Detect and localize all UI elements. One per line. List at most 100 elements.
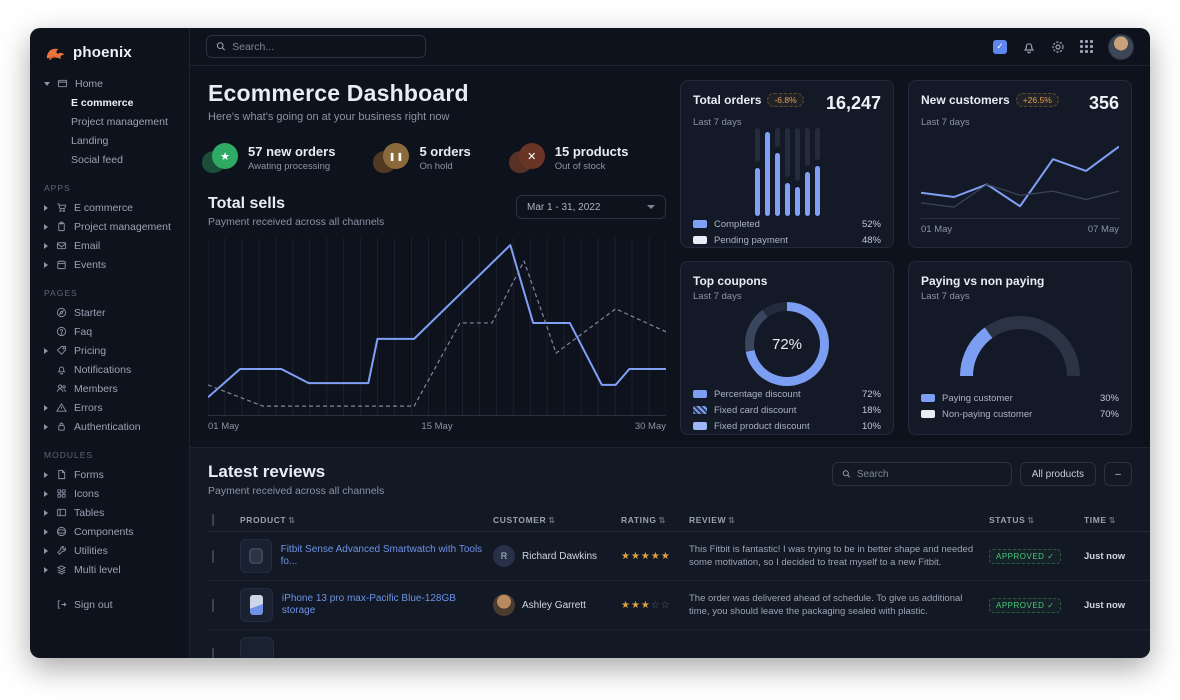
sidebar-item-icons[interactable]: Icons xyxy=(30,484,189,503)
card-title: Top coupons xyxy=(693,274,768,288)
sidebar-item-utilities[interactable]: Utilities xyxy=(30,541,189,560)
sidebar-item-home[interactable]: Home xyxy=(30,74,189,93)
row-checkbox[interactable] xyxy=(212,647,214,658)
select-all-checkbox[interactable] xyxy=(212,514,214,526)
envelope-icon xyxy=(56,242,67,250)
tag-icon xyxy=(56,345,67,355)
x-tick: 01 May xyxy=(921,224,953,235)
x-tick: 15 May xyxy=(421,421,453,432)
clipboard-icon xyxy=(58,221,65,232)
col-customer[interactable]: CUSTOMER ⇅ xyxy=(489,509,617,532)
sort-icon: ⇅ xyxy=(728,516,736,525)
legend-fixed-card-discount: Fixed card discount 18% xyxy=(693,402,881,418)
col-time[interactable]: TIME ⇅ xyxy=(1080,509,1150,532)
search-input[interactable] xyxy=(232,40,416,53)
status-badge: APPROVED ✓ xyxy=(989,597,1062,613)
sidebar-item-social-feed[interactable]: Social feed xyxy=(30,150,189,169)
sidebar-item-project-management-page[interactable]: Project management xyxy=(30,112,189,131)
new-customers-x-axis: 01 May 07 May xyxy=(921,224,1119,235)
card-period: Last 7 days xyxy=(921,291,970,302)
sidebar-item-email[interactable]: Email xyxy=(30,236,189,255)
legend-label: Pending payment xyxy=(714,234,788,246)
paying-gauge-chart xyxy=(960,316,1080,376)
legend-fixed-product-discount: Fixed product discount 10% xyxy=(693,418,881,434)
bell-icon[interactable] xyxy=(1022,40,1036,54)
lock-icon xyxy=(58,422,65,431)
col-rating[interactable]: RATING ⇅ xyxy=(617,509,685,532)
sidebar-item-label: Project management xyxy=(71,115,168,128)
sidebar-item-forms[interactable]: Forms xyxy=(30,465,189,484)
chevron-down-icon xyxy=(647,205,655,209)
table-icon xyxy=(56,508,67,517)
gear-icon[interactable] xyxy=(1051,40,1065,54)
sidebar-item-ecommerce-app[interactable]: E commerce xyxy=(30,198,189,217)
caret-down-icon xyxy=(44,81,50,86)
col-product[interactable]: PRODUCT ⇅ xyxy=(236,509,489,532)
row-checkbox[interactable] xyxy=(212,598,214,612)
brand-logo[interactable]: phoenix xyxy=(30,38,189,74)
sidebar-item-multi-level[interactable]: Multi level xyxy=(30,560,189,579)
sidebar-item-members[interactable]: Members xyxy=(30,379,189,398)
latest-reviews-section: Latest reviews Payment received across a… xyxy=(190,447,1150,658)
product-link[interactable]: iPhone 13 pro max-Pacific Blue-128GB sto… xyxy=(281,592,456,617)
date-range-select[interactable]: Mar 1 - 31, 2022 xyxy=(516,195,666,219)
stat-label: Out of stock xyxy=(554,161,606,172)
app-window: phoenix Home E commerce Project manageme… xyxy=(30,28,1150,658)
apps-grid-icon[interactable] xyxy=(1080,40,1093,53)
total-sells-title: Total sells xyxy=(208,195,286,212)
card-title: New customers xyxy=(921,93,1010,107)
more-actions-button[interactable]: – xyxy=(1104,462,1132,486)
product-link[interactable]: Fitbit Sense Advanced Smartwatch with To… xyxy=(280,543,483,568)
sidebar-item-events[interactable]: Events xyxy=(30,255,189,274)
pause-icon: ❚❚ xyxy=(383,143,410,169)
sort-icon: ⇅ xyxy=(1108,516,1117,525)
sort-icon: ⇅ xyxy=(548,516,556,525)
legend-percentage-discount: Percentage discount 72% xyxy=(693,386,881,402)
bell-icon xyxy=(57,366,66,375)
section-title-pages: PAGES xyxy=(44,288,78,298)
table-row: Fitbit Sense Advanced Smartwatch with To… xyxy=(208,531,1150,581)
reviews-search-input[interactable] xyxy=(856,468,1002,480)
sidebar-item-label: Email xyxy=(74,239,101,252)
caret-right-icon xyxy=(44,490,49,497)
sidebar-item-notifications[interactable]: Notifications xyxy=(30,360,189,379)
sidebar-item-project-management-app[interactable]: Project management xyxy=(30,217,189,236)
sidebar-item-authentication[interactable]: Authentication xyxy=(30,417,189,436)
sidebar-item-ecommerce-page[interactable]: E commerce xyxy=(30,93,189,112)
globe-icon xyxy=(56,526,67,537)
sidebar-item-tables[interactable]: Tables xyxy=(30,503,189,522)
caret-right-icon xyxy=(44,242,49,249)
global-search[interactable] xyxy=(206,35,426,58)
user-avatar[interactable] xyxy=(1108,33,1134,60)
caret-right-icon xyxy=(44,509,49,516)
all-products-filter-button[interactable]: All products xyxy=(1019,462,1096,486)
sidebar-item-label: Authentication xyxy=(74,420,141,433)
caret-right-icon xyxy=(44,547,49,554)
sidebar-item-label: Sign out xyxy=(74,598,113,611)
review-text: The order was delivered ahead of schedul… xyxy=(689,592,963,617)
sidebar-item-label: Notifications xyxy=(74,363,132,376)
sidebar-item-faq[interactable]: Faq xyxy=(30,322,189,341)
sidebar-item-components[interactable]: Components xyxy=(30,522,189,541)
sidebar-item-label: Members xyxy=(74,382,118,395)
calendar-icon xyxy=(57,260,66,270)
theme-toggle-checkbox[interactable]: ✓ xyxy=(993,39,1007,54)
sidebar-item-landing[interactable]: Landing xyxy=(30,131,189,150)
reviews-search[interactable] xyxy=(831,462,1012,486)
col-review[interactable]: REVIEW ⇅ xyxy=(685,509,985,532)
sidebar-item-label: Pricing xyxy=(74,344,107,357)
legend-label: Non-paying customer xyxy=(942,408,1033,420)
phoenix-logo-icon xyxy=(46,48,65,61)
col-status[interactable]: STATUS ⇅ xyxy=(985,509,1080,532)
sidebar-item-label: Errors xyxy=(74,401,103,414)
sidebar-item-errors[interactable]: Errors xyxy=(30,398,189,417)
sidebar-item-starter[interactable]: Starter xyxy=(30,303,189,322)
x-tick: 07 May xyxy=(1087,224,1119,235)
signout-button[interactable]: Sign out xyxy=(30,595,189,614)
section-title-apps: APPS xyxy=(44,183,71,193)
sidebar-item-pricing[interactable]: Pricing xyxy=(30,341,189,360)
date-range-value: Mar 1 - 31, 2022 xyxy=(527,201,601,213)
row-checkbox[interactable] xyxy=(212,549,214,563)
sidebar-item-label: Multi level xyxy=(74,563,121,576)
caret-right-icon xyxy=(44,223,49,230)
